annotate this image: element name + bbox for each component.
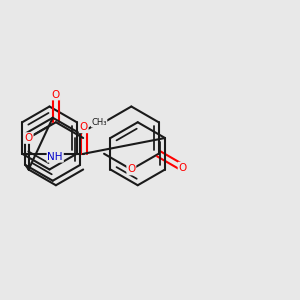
- Text: O: O: [80, 122, 88, 132]
- Text: NH: NH: [47, 152, 63, 162]
- Text: O: O: [52, 89, 60, 100]
- Text: O: O: [25, 133, 33, 143]
- Text: O: O: [178, 163, 187, 172]
- Text: O: O: [127, 164, 136, 175]
- Text: CH₃: CH₃: [92, 118, 107, 127]
